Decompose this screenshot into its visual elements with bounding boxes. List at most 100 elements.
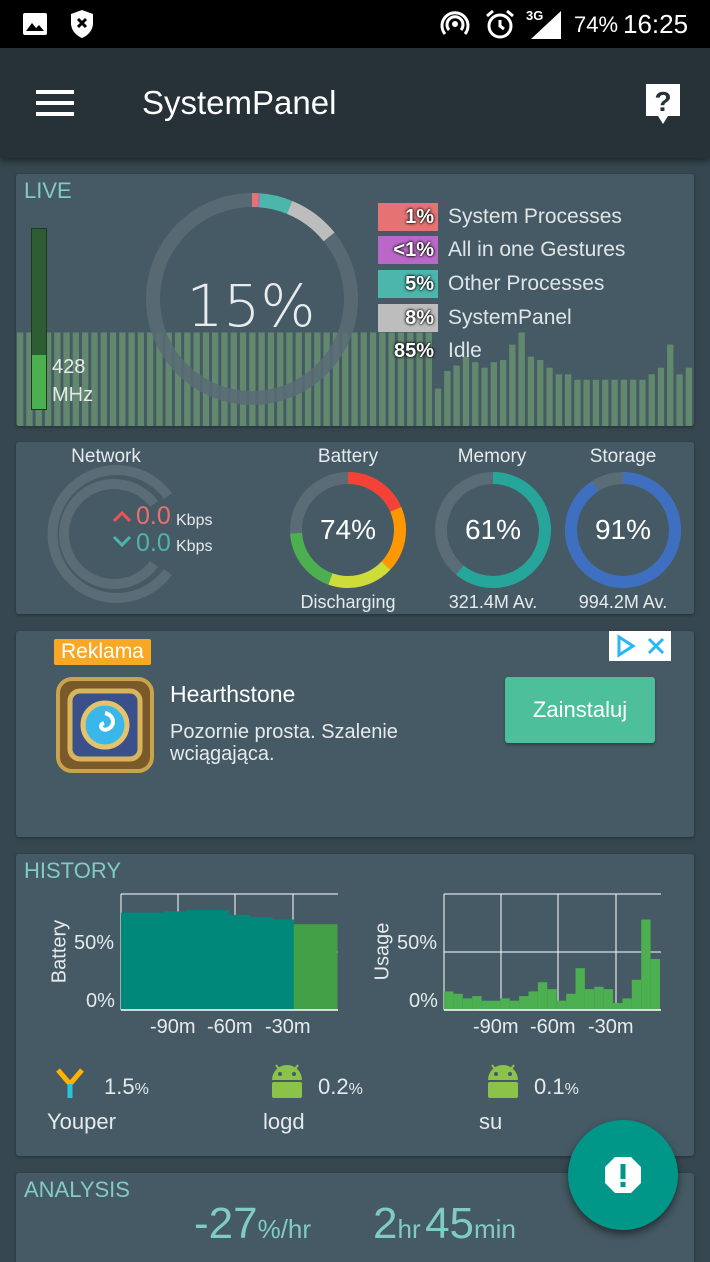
chart-bar [575, 968, 585, 1010]
live-card[interactable]: LIVE 428 MHz 15% 1% System Processes <1%… [16, 174, 694, 426]
menu-icon[interactable] [36, 88, 76, 118]
legend-chip: <1% [378, 236, 438, 264]
storage-subtitle: 994.2M Av. [578, 592, 668, 612]
history-card[interactable]: HISTORY Battery 50% 0% -90m -60m -30m Us… [16, 854, 694, 1156]
app-bar: SystemPanel ? [0, 48, 710, 158]
storage-gauge-fill [565, 472, 681, 588]
cpu-history-bar [165, 332, 172, 426]
chart-bar [528, 991, 538, 1010]
cpu-history-bar [490, 362, 497, 426]
time-remaining-minutes: 45 [425, 1199, 475, 1248]
chart-bar [293, 924, 316, 1010]
usage-chart-ytick: 50% [397, 932, 438, 954]
cpu-history-bar [434, 388, 442, 426]
frequency-value: 428 [52, 356, 86, 378]
cpu-history-bar [360, 332, 367, 426]
cpu-history-bar [332, 332, 340, 426]
ad-description-line1: Pozornie prosta. Szalenie [170, 721, 398, 743]
cpu-history-bar [416, 332, 423, 426]
svg-text:?: ? [654, 86, 671, 117]
cpu-donut [146, 193, 358, 405]
install-button[interactable]: Zainstaluj [505, 677, 655, 743]
ad-card[interactable]: Reklama Hearthstone Pozornie prosta. Sza… [16, 631, 694, 837]
cpu-history-bar [44, 332, 52, 426]
cpu-history-bar [100, 332, 107, 426]
cpu-donut-segment [258, 193, 293, 214]
frequency-bar-fill [32, 355, 46, 409]
cpu-donut-segment [286, 200, 335, 242]
chart-bar [584, 989, 595, 1010]
cpu-history-bar [407, 332, 414, 426]
memory-gauge [435, 472, 551, 588]
cpu-history-bar [26, 332, 33, 426]
process-value-unit: % [134, 1081, 149, 1098]
adchoices-icon[interactable] [609, 631, 641, 661]
cpu-history-bar [546, 367, 553, 426]
chart-bar [500, 998, 510, 1010]
gauges-card[interactable]: Network 0.0 Kbps 0.0 Kbps Battery 74% Di… [16, 442, 694, 614]
legend-systempanel: 8% SystemPanel [378, 304, 572, 332]
close-icon[interactable] [641, 631, 671, 661]
legend-system-processes: 1% System Processes [378, 203, 622, 231]
chart-bar [594, 986, 604, 1010]
legend-chip: 8% [378, 304, 438, 332]
battery-chart-ytick: 50% [74, 932, 115, 954]
network-upload-value: 0.0 [136, 502, 171, 530]
cpu-history-bar [472, 362, 479, 426]
cpu-history-bar [91, 332, 98, 426]
cpu-history-bar [174, 332, 182, 426]
process-value: 0.2% [318, 1074, 363, 1100]
cpu-history-bar [685, 367, 692, 426]
chart-bar [537, 982, 548, 1010]
status-bar: 3G 74% 16:25 [0, 0, 710, 48]
process-value: 1.5% [104, 1074, 149, 1100]
ad-title: Hearthstone [170, 681, 296, 707]
upload-arrow-icon [112, 510, 132, 523]
legend-label: SystemPanel [448, 306, 572, 329]
chart-bar [453, 993, 463, 1010]
cpu-history-bar [444, 371, 451, 426]
process-value-unit: % [564, 1081, 579, 1098]
battery-chart-ytick: 0% [86, 990, 115, 1012]
history-label: HISTORY [24, 858, 121, 883]
cpu-history-bar [667, 344, 674, 426]
live-label: LIVE [24, 178, 72, 203]
cpu-history-bar [648, 374, 655, 426]
chart-bar [142, 912, 165, 1010]
network-gauge [47, 465, 173, 603]
chart-bar [603, 989, 614, 1010]
network-download-unit: Kbps [176, 538, 213, 555]
discharge-rate-value: -27 [194, 1199, 258, 1248]
chart-bar [613, 1003, 623, 1010]
hotspot-icon [440, 11, 470, 35]
network-upload-unit: Kbps [176, 512, 213, 529]
network-download-value: 0.0 [136, 529, 171, 557]
cpu-history-bar [611, 379, 618, 426]
battery-gauge-segment [381, 506, 406, 570]
cpu-history-bar [239, 332, 247, 426]
storage-gauge [565, 472, 681, 588]
shield-x-icon [71, 10, 93, 38]
cpu-history-bar [583, 379, 590, 426]
cpu-history-bar [630, 379, 637, 426]
usage-history-chart [443, 893, 661, 1011]
chart-bar [641, 919, 651, 1010]
chart-bar [444, 991, 454, 1010]
chart-bar [250, 917, 273, 1010]
cpu-history-bar [72, 332, 79, 426]
legend-label: System Processes [448, 205, 622, 228]
cpu-history-bar [481, 367, 488, 426]
help-icon[interactable]: ? [644, 82, 682, 126]
cpu-history-bar [63, 332, 70, 426]
discharge-rate-unit: %/hr [257, 1214, 312, 1244]
frequency-bar [31, 228, 47, 410]
discharge-rate: -27%/hr [194, 1199, 311, 1249]
cpu-history-bar [369, 332, 377, 426]
battery-chart-xtick: -30m [265, 1016, 311, 1038]
cpu-history-bar [537, 360, 544, 426]
alert-fab[interactable] [568, 1120, 678, 1230]
cpu-history-bar [156, 332, 163, 426]
cpu-history-bar [230, 332, 237, 426]
memory-title: Memory [457, 446, 527, 467]
cpu-history-bar [676, 374, 683, 426]
